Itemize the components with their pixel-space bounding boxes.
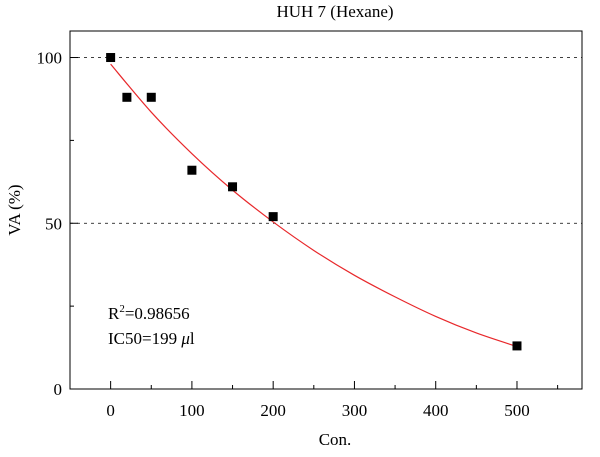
r2-superscript: 2: [119, 303, 125, 315]
r2-annotation: R2=0.98656: [108, 303, 190, 323]
y-tick-label-100: 100: [37, 49, 63, 68]
chart-title: HUH 7 (Hexane): [276, 2, 393, 21]
data-point: [106, 53, 116, 63]
x-axis-ticks: 0 100 200 300 400 500: [69, 381, 559, 420]
plot-frame: [69, 30, 583, 390]
y-axis-label: VA (%): [5, 184, 24, 235]
data-points: [106, 53, 522, 351]
fit-curve: [110, 63, 518, 348]
grid: [70, 57, 582, 224]
data-point: [187, 165, 197, 175]
data-point: [122, 92, 132, 102]
ic50-annotation: IC50=199 μl: [108, 329, 195, 348]
y-tick-label-50: 50: [45, 214, 62, 233]
x-tick-label-300: 300: [342, 401, 368, 420]
x-tick-label-500: 500: [504, 401, 530, 420]
r2-value: =0.98656: [125, 304, 190, 323]
y-tick-label-0: 0: [54, 380, 63, 399]
x-tick-label-200: 200: [260, 401, 286, 420]
ic50-unit: l: [190, 329, 195, 348]
data-point: [268, 212, 278, 222]
data-point: [146, 92, 156, 102]
y-axis-ticks: 0 50 100: [37, 49, 78, 399]
x-tick-label-400: 400: [423, 401, 449, 420]
r2-prefix: R: [108, 304, 120, 323]
x-tick-label-100: 100: [179, 401, 205, 420]
x-axis-label: Con.: [319, 430, 352, 449]
data-point: [512, 341, 522, 351]
x-tick-label-0: 0: [106, 401, 115, 420]
ic50-mu: μ: [180, 329, 190, 348]
ic50-prefix: IC50=199: [108, 329, 181, 348]
data-point: [228, 182, 238, 192]
